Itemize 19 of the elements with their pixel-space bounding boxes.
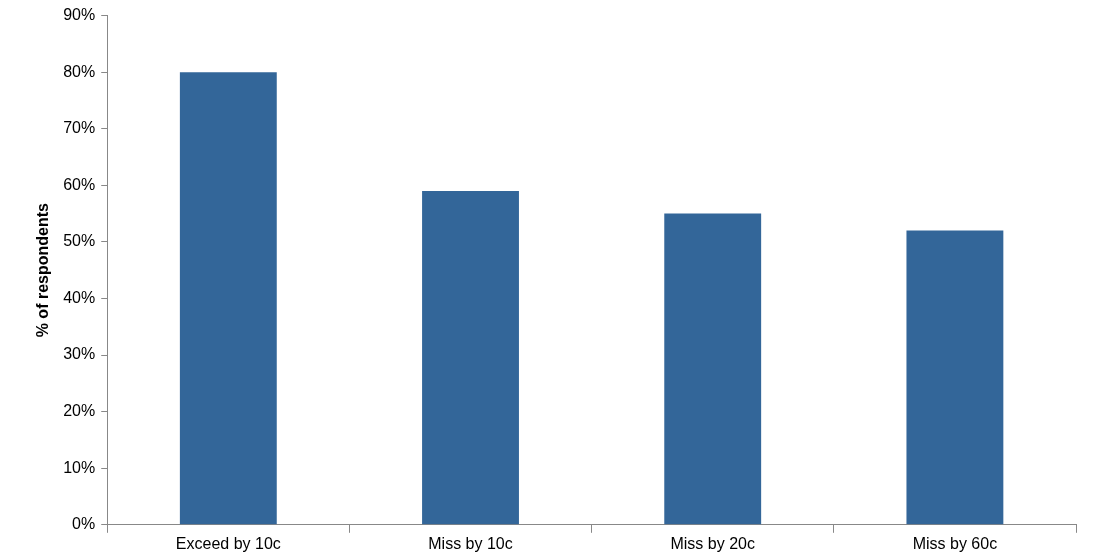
x-tick-label: Exceed by 10c <box>175 534 281 552</box>
y-tick-label: 0% <box>72 515 96 533</box>
y-tick-label: 60% <box>63 175 96 193</box>
y-tick-label: 90% <box>63 6 96 24</box>
bar <box>422 190 519 525</box>
y-tick-label: 30% <box>63 345 96 363</box>
x-tick-label: Miss by 20c <box>670 534 755 552</box>
x-tick-label: Miss by 60c <box>912 534 998 552</box>
y-tick-label: 20% <box>63 402 96 420</box>
y-tick-label: 40% <box>63 288 96 306</box>
bar <box>664 213 762 525</box>
bar <box>179 72 277 525</box>
y-axis-title: % of respondents <box>34 202 52 338</box>
y-tick-label: 80% <box>63 62 96 80</box>
y-tick-label: 50% <box>63 232 96 250</box>
y-tick-label: 70% <box>63 119 96 137</box>
x-tick-label: Miss by 10c <box>428 534 513 552</box>
bar <box>906 230 1004 525</box>
y-tick-label: 10% <box>63 458 96 476</box>
